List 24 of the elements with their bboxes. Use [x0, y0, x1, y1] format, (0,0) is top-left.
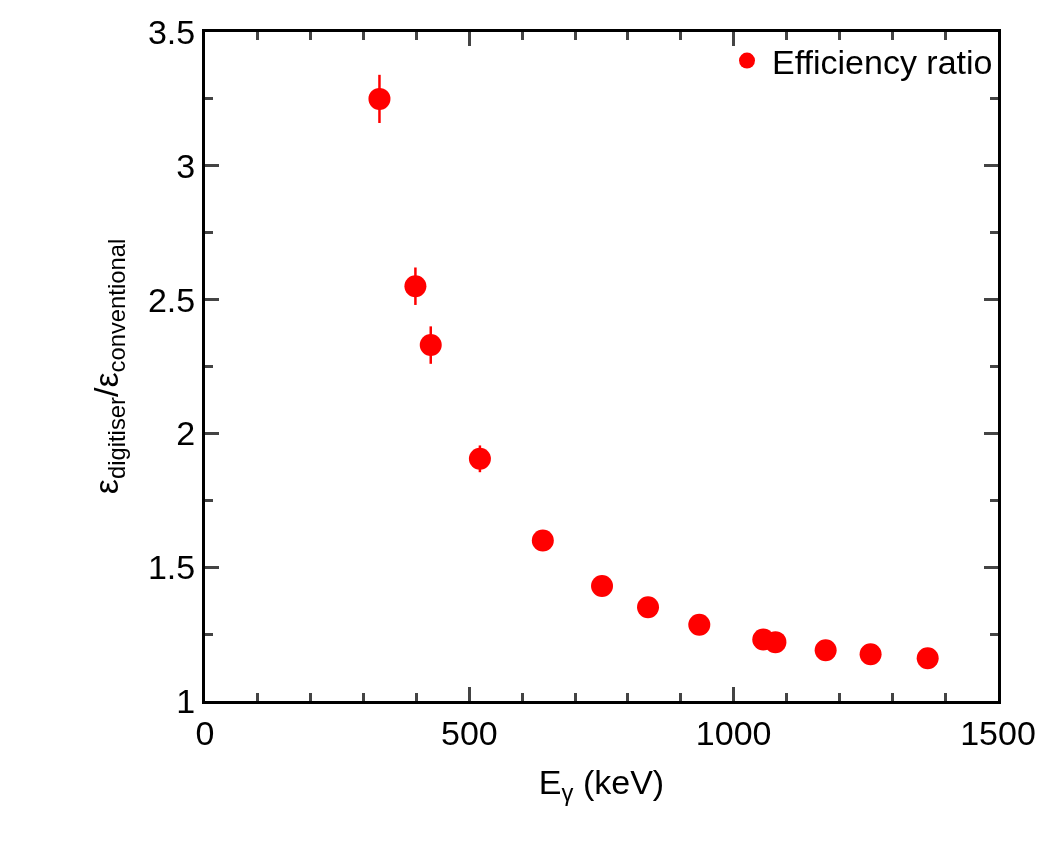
point — [404, 275, 427, 298]
point — [419, 334, 442, 357]
point — [916, 647, 939, 670]
x-tick-label: 0 — [195, 713, 215, 752]
x-axis-title: E$_{γ}$ (keV) — [538, 763, 665, 807]
point — [637, 596, 660, 619]
point — [814, 639, 837, 662]
point — [531, 529, 554, 552]
point — [764, 631, 787, 654]
x-tick-label: 1500 — [960, 713, 1036, 752]
point — [591, 574, 614, 597]
point — [368, 87, 391, 110]
y-tick-label: 3.5 — [147, 12, 196, 51]
y-tick-label: 1.5 — [147, 548, 196, 587]
y-tick-label: 3 — [176, 146, 196, 185]
y-tick-label: 2.5 — [147, 280, 196, 319]
point — [688, 613, 711, 636]
y-tick-label: 2 — [176, 414, 196, 453]
x-tick-label: 1000 — [695, 713, 772, 752]
legend-label: Efficiency ratio — [772, 42, 993, 81]
x-tick-label: 500 — [440, 713, 498, 752]
y-tick-label: 1 — [176, 681, 196, 720]
point — [468, 447, 491, 470]
point — [859, 643, 882, 666]
